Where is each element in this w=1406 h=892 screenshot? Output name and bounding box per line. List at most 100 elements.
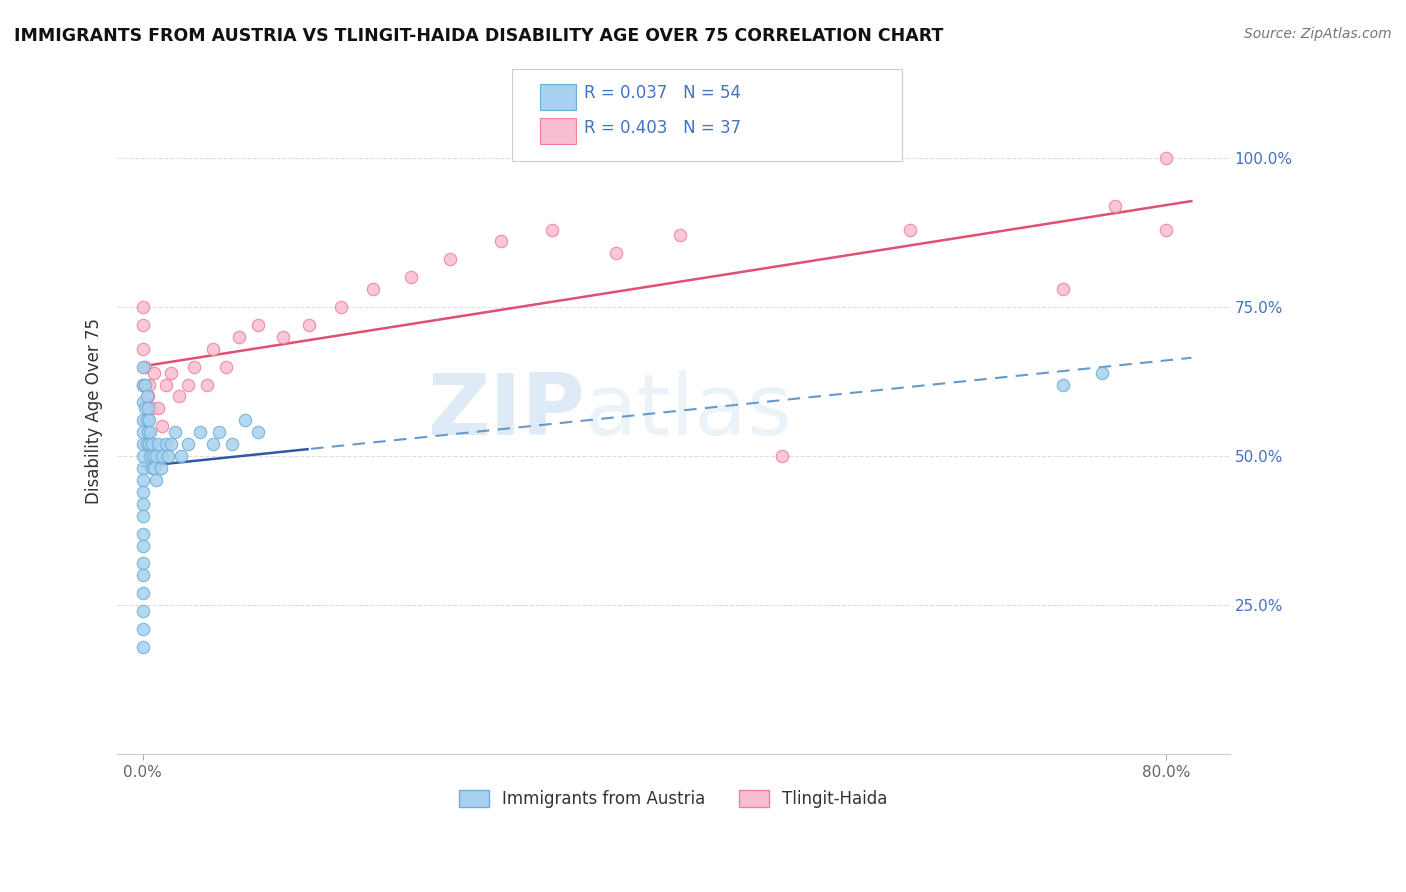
Text: IMMIGRANTS FROM AUSTRIA VS TLINGIT-HAIDA DISABILITY AGE OVER 75 CORRELATION CHAR: IMMIGRANTS FROM AUSTRIA VS TLINGIT-HAIDA…: [14, 27, 943, 45]
Point: [132, 300, 155, 314]
Legend: Immigrants from Austria, Tlingit-Haida: Immigrants from Austria, Tlingit-Haida: [453, 783, 894, 814]
FancyBboxPatch shape: [512, 69, 901, 161]
Point: [141, 437, 163, 451]
Point: [188, 425, 211, 440]
Point: [145, 473, 167, 487]
Point: [132, 359, 155, 374]
Point: [246, 425, 269, 440]
Text: R = 0.403   N = 37: R = 0.403 N = 37: [585, 119, 741, 136]
FancyBboxPatch shape: [540, 84, 575, 110]
Point: [143, 366, 166, 380]
Point: [160, 437, 183, 451]
Point: [141, 401, 163, 416]
Point: [489, 235, 512, 249]
Point: [176, 377, 198, 392]
Point: [233, 413, 256, 427]
Point: [132, 377, 155, 392]
Point: [134, 359, 156, 374]
Point: [183, 359, 205, 374]
Point: [1052, 377, 1074, 392]
Point: [221, 437, 243, 451]
Point: [215, 359, 238, 374]
Point: [155, 437, 177, 451]
Point: [132, 526, 155, 541]
Point: [132, 604, 155, 618]
Point: [195, 377, 218, 392]
Point: [401, 270, 423, 285]
Text: Source: ZipAtlas.com: Source: ZipAtlas.com: [1244, 27, 1392, 41]
Point: [541, 222, 564, 236]
Point: [439, 252, 461, 267]
Point: [669, 228, 692, 243]
Point: [135, 437, 157, 451]
Point: [1052, 282, 1074, 296]
Point: [228, 330, 250, 344]
Point: [898, 222, 921, 236]
Point: [132, 497, 155, 511]
Point: [132, 640, 155, 654]
Point: [160, 366, 183, 380]
Point: [132, 437, 155, 451]
Point: [132, 342, 155, 356]
Point: [138, 413, 160, 427]
Point: [157, 449, 180, 463]
Point: [132, 508, 155, 523]
Point: [132, 586, 155, 600]
Point: [150, 419, 173, 434]
Point: [149, 461, 172, 475]
Y-axis label: Disability Age Over 75: Disability Age Over 75: [86, 318, 103, 504]
Point: [176, 437, 198, 451]
Point: [132, 539, 155, 553]
Point: [202, 342, 225, 356]
Point: [170, 449, 193, 463]
Point: [330, 300, 353, 314]
Point: [208, 425, 231, 440]
Point: [273, 330, 295, 344]
Point: [145, 449, 167, 463]
Point: [136, 425, 159, 440]
Point: [155, 377, 177, 392]
Text: R = 0.037   N = 54: R = 0.037 N = 54: [585, 84, 741, 103]
Point: [142, 449, 165, 463]
Point: [132, 413, 155, 427]
Point: [139, 449, 162, 463]
Point: [163, 425, 186, 440]
Point: [150, 449, 173, 463]
Point: [605, 246, 627, 260]
Point: [1154, 222, 1177, 236]
Point: [143, 461, 166, 475]
Point: [132, 484, 155, 499]
Point: [298, 318, 321, 332]
Point: [1091, 366, 1114, 380]
Point: [146, 401, 169, 416]
Point: [136, 401, 159, 416]
Point: [361, 282, 384, 296]
Point: [138, 437, 160, 451]
Point: [132, 557, 155, 571]
Point: [134, 377, 156, 392]
Point: [132, 568, 155, 582]
Point: [136, 389, 159, 403]
Point: [132, 377, 155, 392]
Point: [132, 622, 155, 636]
Point: [134, 401, 156, 416]
Point: [167, 389, 190, 403]
Point: [139, 425, 162, 440]
Point: [132, 395, 155, 409]
Point: [1154, 151, 1177, 165]
Point: [146, 437, 169, 451]
Point: [132, 461, 155, 475]
Point: [132, 449, 155, 463]
Point: [770, 449, 793, 463]
Point: [138, 377, 160, 392]
Point: [132, 425, 155, 440]
Text: atlas: atlas: [585, 370, 793, 453]
Point: [246, 318, 269, 332]
Point: [135, 413, 157, 427]
Point: [132, 318, 155, 332]
Text: ZIP: ZIP: [426, 370, 585, 453]
FancyBboxPatch shape: [540, 118, 575, 144]
Point: [141, 461, 163, 475]
Point: [132, 473, 155, 487]
Point: [202, 437, 225, 451]
